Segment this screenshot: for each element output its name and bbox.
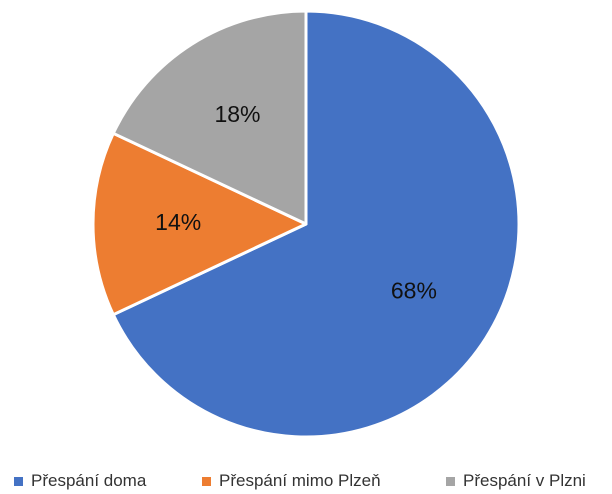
slice-doma — [111, 9, 521, 439]
legend-label-doma: Přespání doma — [31, 471, 147, 490]
legend-label-v-plzni: Přespání v Plzni — [463, 471, 586, 490]
legend-label-mimo-plzen: Přespání mimo Plzeň — [219, 471, 381, 490]
slice-mimo-plzen — [91, 131, 308, 317]
slice-label-v-plzni: 18% — [214, 101, 260, 127]
slice-label-mimo-plzen: 14% — [155, 209, 201, 235]
legend-item-doma: Přespání doma — [14, 471, 146, 491]
slice-label-doma: 68% — [391, 278, 437, 304]
legend-swatch-v-plzni — [446, 476, 455, 486]
legend-item-mimo-plzen: Přespání mimo Plzeň — [202, 471, 381, 491]
legend-swatch-doma — [14, 476, 23, 486]
slice-v-plzni — [111, 9, 308, 226]
legend-item-v-plzni: Přespání v Plzni — [446, 471, 586, 491]
legend: Přespání doma Přespání mimo Plzeň Přespá… — [0, 470, 612, 492]
legend-swatch-mimo-plzen — [202, 476, 211, 486]
